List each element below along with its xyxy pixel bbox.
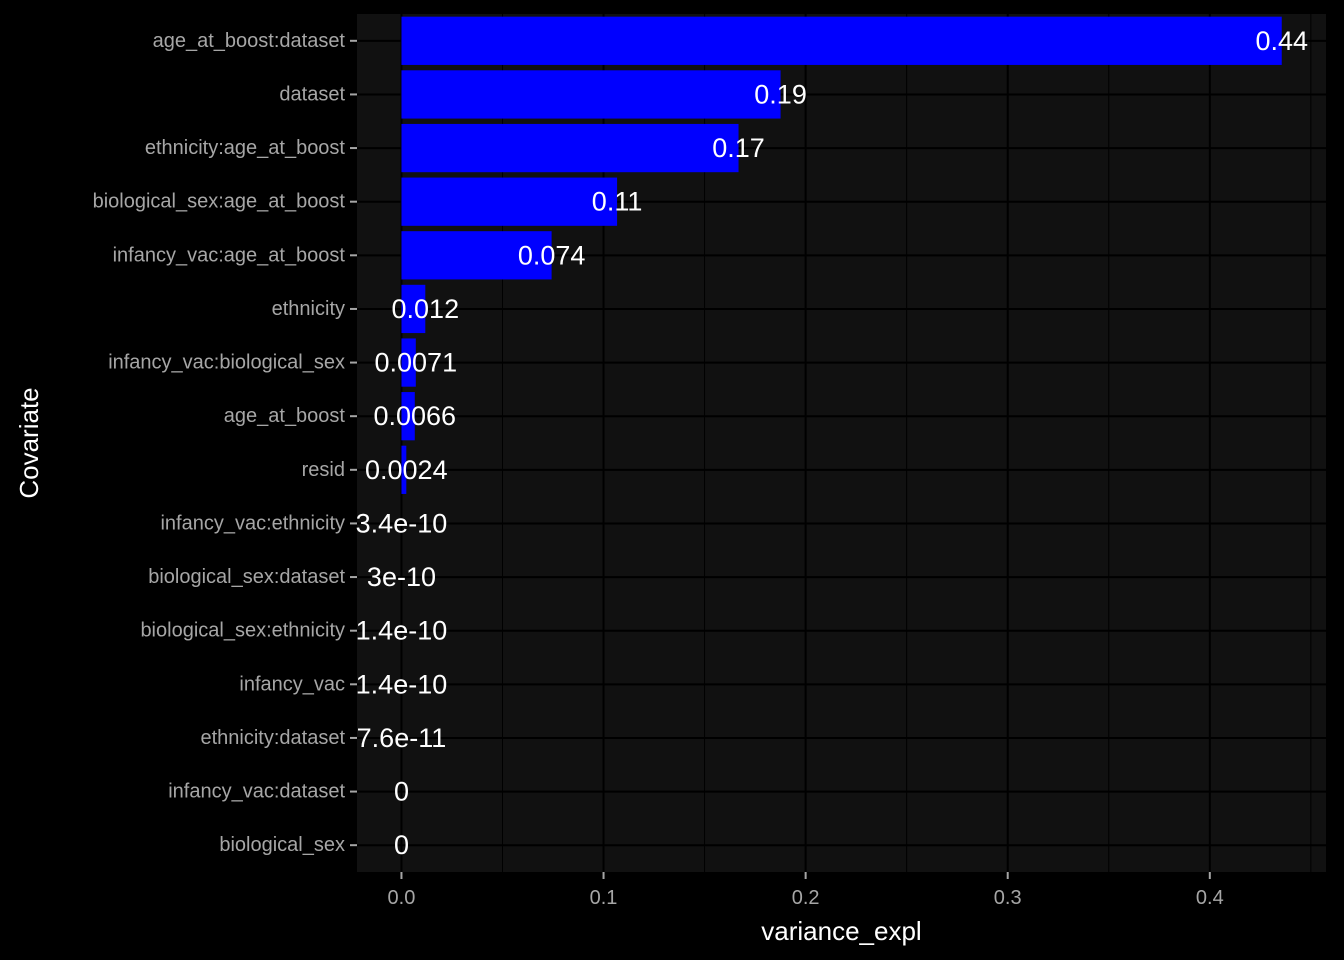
x-tick-label: 0.4 (1196, 887, 1224, 909)
bar (401, 284, 426, 334)
y-tick-label: ethnicity:dataset (200, 727, 345, 749)
data-label: 0.44 (1255, 26, 1308, 56)
y-tick-label: age_at_boost:dataset (153, 30, 346, 52)
y-tick-label: infancy_vac:age_at_boost (113, 244, 346, 266)
y-tick-label: age_at_boost (224, 405, 346, 427)
y-tick-label: biological_sex:dataset (148, 566, 345, 588)
data-label: 0.0024 (365, 455, 448, 485)
data-label: 0.0071 (375, 348, 458, 378)
bar (401, 70, 781, 119)
bar (401, 123, 739, 173)
x-tick-label: 0.1 (590, 887, 618, 909)
y-axis-title: Covariate (14, 387, 44, 498)
data-label: 0 (394, 777, 409, 807)
x-axis: 0.0 0.1 0.2 0.3 0.4 (388, 872, 1224, 909)
y-tick-label: biological_sex (219, 834, 345, 856)
y-tick-label: ethnicity (272, 298, 345, 320)
data-labels: 0.44 0.19 0.17 0.110.074 0.012 0.0071 0.0066 0.… (356, 26, 1308, 860)
bar (401, 16, 1282, 65)
y-tick-label: infancy_vac (239, 673, 345, 695)
data-label: 3.4e-10 (356, 508, 448, 538)
data-label: 0.17 (712, 133, 765, 163)
data-label: 0.074 (518, 240, 586, 270)
x-tick-label: 0.0 (388, 887, 416, 909)
data-label: 7.6e-11 (357, 723, 447, 753)
bar (401, 338, 416, 387)
bars (401, 16, 1282, 494)
y-tick-label: dataset (279, 83, 345, 105)
data-label: 1.4e-10 (356, 669, 448, 699)
x-tick-label: 0.2 (792, 887, 820, 909)
data-label: 0.11 (592, 187, 643, 217)
bar (401, 392, 415, 441)
y-tick-label: resid (302, 459, 345, 481)
y-tick-label: ethnicity:age_at_boost (145, 137, 346, 159)
y-tick-label: biological_sex:age_at_boost (93, 191, 346, 213)
data-label: 0.19 (754, 79, 807, 109)
x-tick-label: 0.3 (994, 887, 1022, 909)
data-label: 0.0066 (373, 401, 456, 431)
y-tick-label: infancy_vac:biological_sex (108, 352, 345, 374)
bar (401, 231, 552, 280)
x-axis-title: variance_expl (761, 916, 921, 946)
data-label: 3e-10 (367, 562, 436, 592)
y-tick-label: infancy_vac:ethnicity (160, 512, 345, 534)
data-label: 1.4e-10 (356, 616, 448, 646)
data-label: 0 (394, 830, 409, 860)
data-label: 0.012 (392, 294, 460, 324)
y-tick-label: infancy_vac:dataset (168, 781, 345, 803)
y-tick-label: biological_sex:ethnicity (140, 620, 345, 642)
bar (401, 445, 407, 494)
bar (401, 177, 618, 226)
